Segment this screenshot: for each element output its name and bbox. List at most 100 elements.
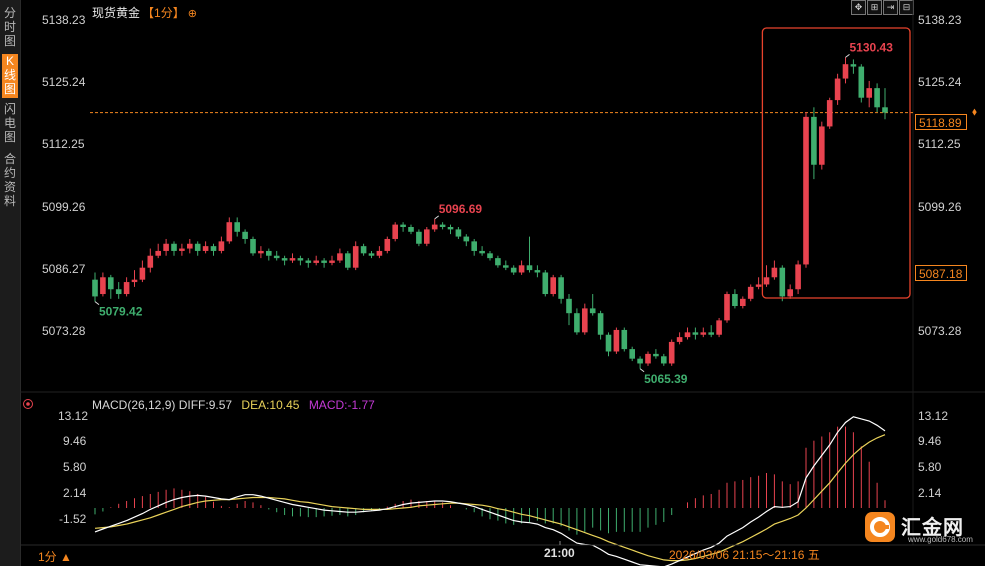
candle-body [621, 329, 628, 350]
tab-timeshare[interactable]: 分时图 [3, 6, 16, 48]
candle-body [724, 294, 730, 321]
candle-body [487, 253, 493, 259]
candle-body [455, 229, 462, 237]
time-axis-label: 21:00 [544, 546, 575, 560]
eye-icon[interactable] [22, 398, 34, 410]
watermark-logo-icon [865, 512, 895, 542]
candle-body [676, 337, 683, 342]
candle-body [495, 258, 501, 266]
candle-body [589, 308, 596, 314]
candle-body [826, 100, 833, 127]
candle-body [605, 334, 612, 352]
candle-body [716, 320, 722, 335]
marker-price-badge: 5087.18 [915, 265, 967, 281]
candle-body [400, 224, 406, 227]
alert-icon[interactable]: ⬧ [972, 106, 977, 118]
candle-body [503, 265, 509, 268]
price-label-right: 5099.26 [918, 200, 962, 214]
macd-label-left: 2.14 [63, 486, 87, 500]
candle-body [226, 222, 233, 242]
candle-body [376, 250, 383, 256]
price-label-right: 5073.28 [918, 324, 962, 338]
macd-dea: DEA:10.45 [241, 398, 300, 412]
price-label-left: 5112.25 [42, 137, 85, 151]
candle-body [858, 66, 865, 98]
price-label-left: 5099.26 [42, 200, 86, 214]
candle-body [874, 88, 880, 108]
sidebar: 分时图 K线图 闪电图 合约资料 [0, 0, 21, 566]
candle-body [447, 226, 454, 230]
candle-body [850, 64, 857, 67]
candle-body [819, 126, 825, 165]
candle-body [574, 313, 580, 333]
period-selector[interactable]: 1分 ▲ [38, 550, 72, 564]
tab-kline[interactable]: K线图 [2, 54, 18, 98]
candle-body [92, 279, 98, 297]
annotation-label: 5130.43 [850, 40, 894, 54]
candle-body [582, 308, 588, 333]
candle-body [700, 332, 707, 335]
candle-body [740, 298, 746, 307]
period-label[interactable]: 【1分】 [142, 6, 185, 20]
candle-body [123, 282, 130, 295]
candle-body [242, 231, 248, 239]
candle-body [234, 222, 240, 232]
candle-body [115, 289, 122, 295]
candle-body [661, 356, 667, 364]
macd-legend: MACD(26,12,9) DIFF:9.57 DEA:10.45 MACD:-… [92, 398, 375, 412]
candle-body [313, 260, 319, 263]
candle-body [668, 341, 675, 364]
candle-body [408, 226, 414, 232]
macd-label-left: -1.52 [59, 512, 87, 526]
macd-label-right: 2.14 [918, 486, 942, 500]
watermark-url: www.gold678.com [908, 535, 973, 544]
candle-body [692, 332, 699, 335]
candle-body [273, 255, 280, 259]
macd-label-left: 13.12 [58, 409, 89, 423]
candle-body [629, 349, 635, 359]
candle-body [258, 250, 264, 254]
candle-body [732, 294, 738, 307]
annotation-pointer [434, 215, 440, 220]
candle-body [297, 258, 304, 261]
tab-lightning[interactable]: 闪电图 [3, 102, 16, 144]
annotation-pointer [639, 368, 645, 373]
candle-body [795, 264, 801, 290]
candle-body [787, 289, 793, 297]
candle-body [645, 353, 651, 364]
candle-body [779, 267, 786, 297]
macd-diff: DIFF:9.57 [178, 398, 233, 412]
macd-label-right: 13.12 [918, 409, 949, 423]
macd-label-right: 5.80 [918, 460, 942, 474]
price-label-left: 5125.24 [42, 75, 86, 89]
candle-body [194, 243, 201, 251]
candle-body [526, 265, 533, 271]
expand-icon[interactable]: ✥ [851, 0, 866, 15]
gear-icon[interactable]: ⊕ [187, 8, 197, 20]
candle-body [171, 243, 177, 251]
tab-contract-info[interactable]: 合约资料 [3, 152, 16, 208]
candle-body [139, 267, 146, 280]
candle-body [431, 224, 438, 230]
candle-body [708, 332, 714, 335]
candle-body [755, 284, 762, 287]
candle-body [305, 260, 312, 263]
candle-body [803, 116, 809, 265]
chart-title: 现货黄金 【1分】 ⊕ [92, 4, 197, 21]
candle-body [637, 358, 643, 364]
annotation-label: 5096.69 [439, 202, 483, 216]
candle-body [384, 238, 391, 251]
price-label-left: 5073.28 [42, 324, 86, 338]
price-label-left: 5086.27 [42, 262, 86, 276]
candle-body [834, 78, 841, 101]
candle-body [534, 270, 541, 273]
candle-body [771, 267, 778, 278]
candle-body [684, 332, 691, 338]
zoom-in-icon[interactable]: ⊞ [867, 0, 882, 15]
candle-body [218, 241, 225, 251]
pan-icon[interactable]: ⇥ [883, 0, 898, 15]
price-label-right: 5138.23 [918, 13, 962, 27]
candle-body [550, 277, 556, 295]
candle-body [747, 286, 754, 299]
